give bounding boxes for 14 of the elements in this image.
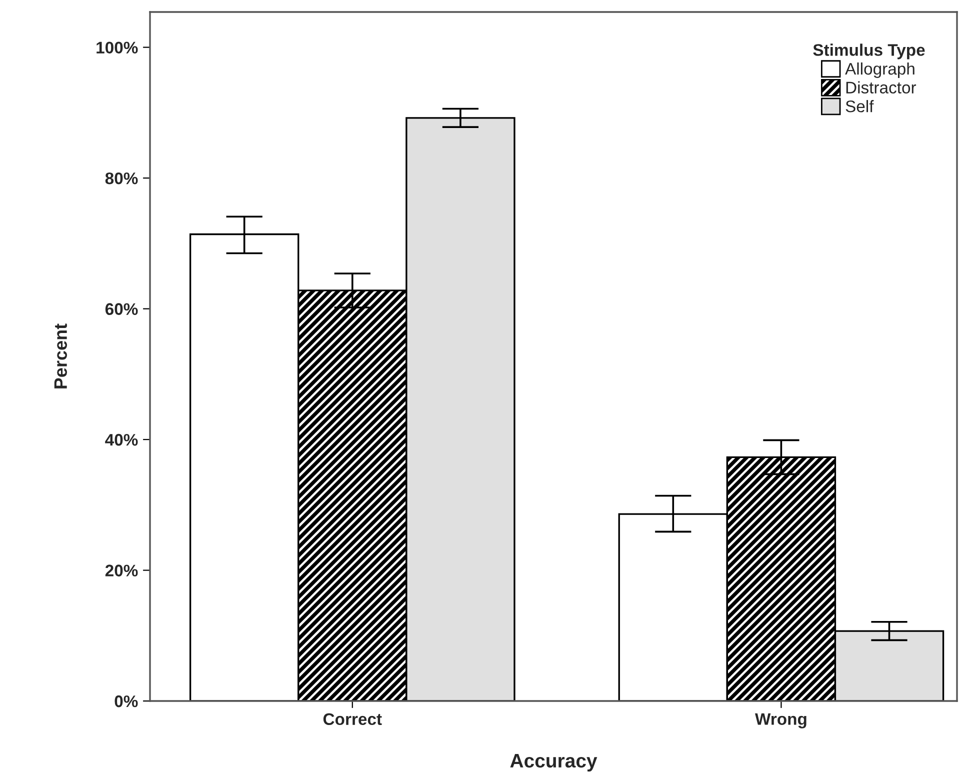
legend-title: Stimulus Type (813, 44, 925, 60)
y-tick-label: 60% (105, 303, 138, 315)
y-tick-label: 0% (114, 695, 138, 708)
y-tick-label: 20% (105, 564, 138, 576)
x-tick-label: Wrong (754, 713, 806, 728)
y-tick-label: 40% (105, 434, 138, 446)
legend-label: Distractor (846, 81, 916, 94)
y-tick-label: 80% (105, 172, 138, 184)
x-axis-title: Accuracy (510, 754, 598, 772)
x-tick-label: Correct (323, 713, 382, 726)
y-axis-title: Percent (54, 324, 67, 388)
legend-label: Self (846, 100, 874, 112)
y-tick-label: 100% (96, 42, 138, 54)
legend-label: Allograph (845, 62, 914, 78)
